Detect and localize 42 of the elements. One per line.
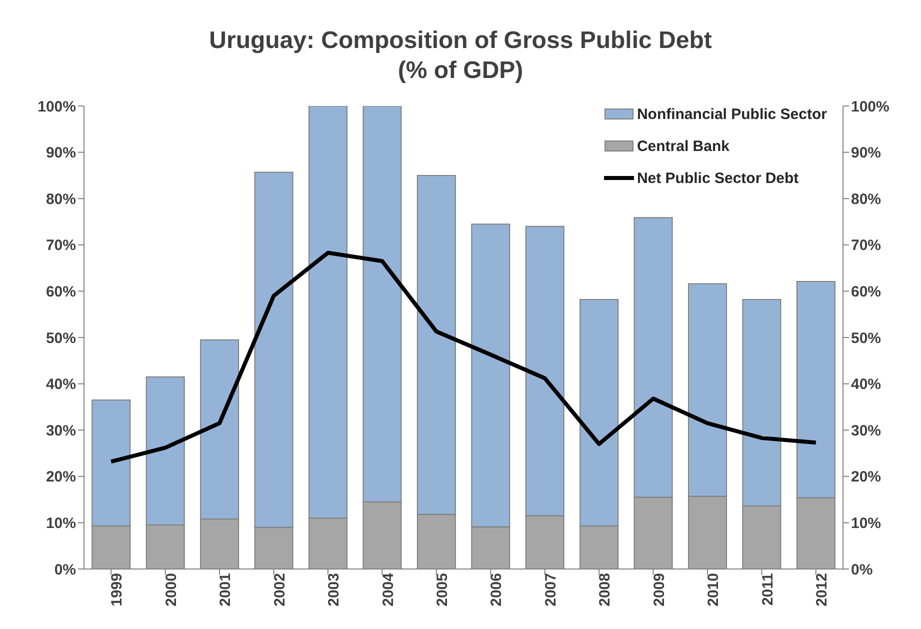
x-tick-label: 2010 [705,573,722,606]
y-tick-label: 100% [38,98,76,116]
y-tick-label: 40% [46,376,76,394]
y2-tick-label: 100% [851,98,890,116]
x-tick-label: 2006 [488,573,506,606]
legend-label: Net Public Sector Debt [636,170,799,186]
y-tick-label: 70% [46,237,76,254]
x-tick-label: 1999 [108,573,126,606]
y2-tick-label: 0% [851,561,873,578]
y-tick-label: 20% [46,468,76,486]
x-tick-label: 2002 [271,573,288,606]
x-tick-label: 2007 [542,573,560,606]
y-tick-label: 80% [46,190,76,208]
y2-tick-label: 50% [851,330,882,347]
y-tick-label: 10% [46,515,76,532]
y2-tick-label: 70% [851,237,882,254]
y2-tick-label: 60% [851,284,882,301]
x-tick-label: 2009 [650,573,668,606]
y-tick-label: 0% [54,561,76,578]
y2-tick-label: 30% [851,422,882,440]
x-tick-label: 2005 [434,573,452,606]
y-tick-label: 50% [46,330,76,347]
x-tick-label: 2004 [380,572,397,606]
legend-label: Central Bank [636,138,730,154]
line-series [109,250,818,464]
x-tick-label: 2012 [814,573,831,606]
y-tick-label: 60% [46,284,76,301]
y2-tick-label: 40% [851,376,882,394]
y2-tick-label: 20% [851,468,882,486]
y2-tick-label: 90% [851,144,882,162]
y2-tick-label: 10% [851,515,882,532]
chart-subtitle: (% of GDP) [396,56,524,86]
x-tick-label: 2008 [596,573,614,606]
legend-label: Nonfinancial Public Sector [636,106,827,122]
x-tick-label: 2000 [162,573,180,606]
y-tick-label: 90% [46,144,76,162]
x-tick-label: 2003 [326,573,343,606]
x-tick-label: 2011 [759,573,776,606]
y-tick-label: 30% [46,422,76,440]
x-tick-label: 2001 [217,573,234,606]
chart-title: Uruguay: Composition of Gross Public Debt [208,26,713,56]
y2-tick-label: 80% [851,190,882,208]
